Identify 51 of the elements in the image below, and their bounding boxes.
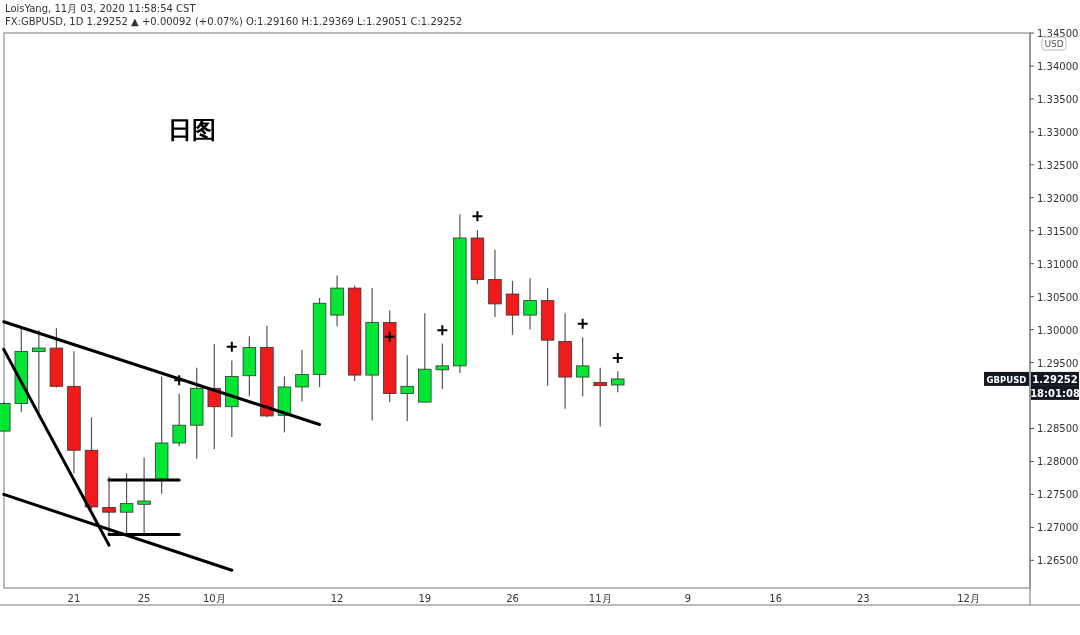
point bbox=[436, 324, 449, 337]
y-tick-label: 1.34000 bbox=[1037, 60, 1079, 72]
y-tick-label: 1.33000 bbox=[1037, 126, 1079, 138]
candlestick bbox=[400, 354, 414, 422]
x-tick-label: 21 bbox=[67, 593, 81, 604]
x-tick-label: 25 bbox=[137, 593, 151, 604]
y-tick-label: 1.32000 bbox=[1037, 192, 1079, 204]
candlestick bbox=[611, 370, 625, 393]
y-tick-label: 1.26500 bbox=[1037, 555, 1079, 567]
x-tick-label: 23 bbox=[856, 593, 870, 604]
x-tick-label: 11月 bbox=[588, 593, 612, 604]
x-tick-label: 9 bbox=[684, 593, 692, 604]
y-tick-label: 1.31500 bbox=[1037, 225, 1079, 237]
x-tick-label: 12月 bbox=[957, 593, 980, 604]
text: 1.29252 bbox=[1032, 373, 1078, 385]
x-tick-label: 12 bbox=[330, 593, 344, 604]
text: 18:01:08 bbox=[1030, 387, 1080, 399]
candlestick bbox=[295, 349, 309, 403]
point bbox=[225, 340, 238, 353]
y-tick-label: 1.27000 bbox=[1037, 522, 1079, 534]
y-tick-label: 1.27500 bbox=[1037, 489, 1079, 501]
y-tick-label: 1.28000 bbox=[1037, 456, 1079, 468]
candlestick bbox=[575, 336, 590, 397]
candlestick bbox=[172, 392, 186, 447]
y-axis-title: USD bbox=[1044, 39, 1064, 49]
y-tick-label: 1.28500 bbox=[1037, 423, 1079, 435]
text: LoisYang, 11月 03, 2020 11:58:54 CST bbox=[5, 3, 197, 14]
point bbox=[576, 317, 589, 330]
y-tick-label: 1.30000 bbox=[1037, 324, 1079, 336]
x-tick-label: 16 bbox=[769, 593, 782, 604]
candlestick bbox=[102, 476, 116, 536]
point bbox=[471, 210, 484, 223]
text: 日图 bbox=[168, 116, 216, 144]
candlestick bbox=[593, 367, 607, 428]
candlestick bbox=[505, 280, 520, 336]
candlestick bbox=[435, 342, 450, 390]
candlestick bbox=[523, 277, 537, 331]
point bbox=[383, 330, 396, 343]
y-tick-label: 1.34500 bbox=[1037, 28, 1079, 39]
y-tick-label: 1.31000 bbox=[1037, 258, 1079, 270]
candlestick bbox=[137, 456, 151, 536]
x-tick-label: 26 bbox=[506, 593, 519, 604]
x-tick-label: 19 bbox=[418, 593, 432, 604]
x-tick-label: 10月 bbox=[202, 593, 226, 604]
annotation: GBPUSD bbox=[986, 374, 1027, 385]
y-tick-label: 1.33500 bbox=[1037, 93, 1079, 105]
y-tick-label: 1.29500 bbox=[1037, 357, 1079, 369]
y-tick-label: 1.32500 bbox=[1037, 159, 1079, 171]
y-tick-label: 1.30500 bbox=[1037, 291, 1079, 303]
candlestick bbox=[119, 472, 134, 534]
text: FX:GBPUSD, 1D 1.29252 ▲ +0.00092 (+0.07%) O:1.29160 H:1.29369 L:1.29051 C:1.29252 bbox=[5, 16, 463, 27]
